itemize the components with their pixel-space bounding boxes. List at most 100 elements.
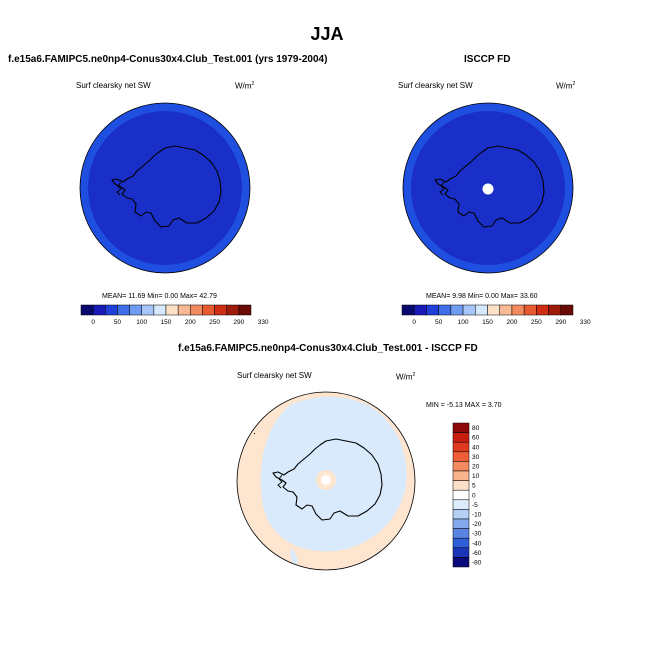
left-colorbar-swatch: [177, 304, 191, 316]
diff-colorbar-swatch: [452, 480, 470, 491]
diff-colorbar-tick-label: -60: [472, 550, 482, 557]
left-colorbar-swatch: [202, 304, 215, 316]
left-map-inner-field: [88, 111, 242, 265]
diff-colorbar-swatch: [452, 537, 470, 549]
diff-colorbar-swatch: [452, 451, 470, 462]
right-colorbar-swatch: [475, 304, 488, 316]
diff-colorbar-tick-label: 5: [472, 483, 476, 490]
left-colorbar-swatch: [214, 304, 227, 316]
left-colorbar-swatch: [153, 304, 167, 316]
diff-field-label: Surf clearsky net SW: [237, 371, 312, 380]
diff-colorbar-swatch: [452, 441, 470, 453]
right-colorbar-swatch: [536, 304, 549, 316]
main-title: JJA: [310, 24, 344, 44]
right-map: [403, 103, 573, 273]
right-colorbar-swatch: [523, 304, 537, 316]
diff-panel-title: f.e15a6.FAMIPC5.ne0np4-Conus30x4.Club_Te…: [178, 343, 478, 354]
right-colorbar-tick-label: 290: [555, 319, 566, 326]
right-colorbar-swatch: [511, 304, 525, 316]
right-stats: MEAN= 9.98 Min= 0.00 Max= 33.60: [426, 293, 538, 300]
diff-map: [237, 392, 415, 570]
right-units: W/m2: [556, 81, 576, 91]
right-colorbar-swatch: [413, 304, 427, 316]
left-stats: MEAN= 11.69 Min= 0.00 Max= 42.79: [102, 293, 217, 300]
diff-colorbar-swatch: [452, 499, 470, 510]
right-colorbar-tick-label: 100: [458, 319, 469, 326]
left-colorbar-swatch: [226, 304, 240, 316]
diff-colorbar-swatch: [452, 547, 470, 558]
diff-colorbar-tick-label: -30: [472, 531, 482, 538]
left-colorbar-tick-label: 0: [91, 319, 95, 326]
left-colorbar-tick-label: 50: [114, 319, 122, 326]
diff-colorbar-swatch: [452, 528, 470, 539]
diff-map-pole-missing: [321, 475, 331, 485]
left-map-border: [79, 102, 251, 274]
left-colorbar-tick-label: 200: [185, 319, 196, 326]
right-colorbar-swatch: [560, 304, 574, 316]
left-colorbar-tick-label: 290: [233, 319, 244, 326]
left-map: [80, 103, 250, 273]
diff-stats: MIN = -5.13 MAX = 3.70: [426, 402, 502, 409]
diff-colorbar: 80 60 40 30 20 10 5 0 -5 -10 -20 -30 -40 -60 -80: [452, 422, 482, 568]
diff-colorbar-swatch: [452, 470, 470, 481]
right-colorbar-swatch: [401, 304, 415, 316]
right-map-border: [402, 102, 574, 274]
left-colorbar-swatch: [129, 304, 142, 316]
right-colorbar-tick-label: 330: [580, 319, 591, 326]
right-colorbar-tick-label: 50: [435, 319, 443, 326]
left-colorbar-swatch: [92, 304, 106, 316]
diff-colorbar-tick-label: 10: [472, 473, 480, 480]
right-panel-title: ISCCP FD: [464, 54, 511, 65]
left-colorbar-swatch: [80, 304, 94, 316]
left-colorbar-swatch: [105, 304, 118, 316]
diff-colorbar-swatch: [452, 422, 470, 433]
diff-colorbar-tick-label: -10: [472, 512, 482, 519]
diff-colorbar-swatch: [452, 432, 470, 443]
diff-colorbar-tick-label: -40: [472, 540, 482, 547]
right-colorbar-tick-label: 250: [531, 319, 542, 326]
diff-colorbar-swatch: [452, 489, 470, 501]
right-colorbar-swatch: [462, 304, 476, 316]
left-field-label: Surf clearsky net SW: [76, 81, 151, 90]
right-field-label: Surf clearsky net SW: [398, 81, 473, 90]
right-colorbar-swatch: [487, 304, 500, 316]
diff-colorbar-tick-label: 60: [472, 435, 480, 442]
left-colorbar-swatch: [190, 304, 203, 316]
diff-colorbar-swatch: [452, 557, 470, 568]
left-colorbar-tick-label: 150: [161, 319, 172, 326]
left-colorbar-tick-label: 100: [136, 319, 147, 326]
diff-colorbar-tick-label: 20: [472, 464, 480, 471]
right-colorbar-swatch: [438, 304, 452, 316]
diff-colorbar-tick-label: 80: [472, 425, 480, 432]
left-colorbar-tick-label: 330: [258, 319, 269, 326]
diff-map-border: [236, 391, 416, 571]
left-colorbar-tick-label: 250: [209, 319, 220, 326]
diff-colorbar-swatch: [452, 518, 470, 529]
diff-colorbar-swatch: [452, 461, 470, 472]
left-units: W/m2: [235, 81, 255, 91]
diff-units: W/m2: [396, 372, 416, 382]
diff-colorbar-tick-label: 40: [472, 444, 480, 451]
right-map-pole-missing: [482, 183, 494, 195]
diff-colorbar-tick-label: -5: [472, 502, 478, 509]
right-colorbar-tick-label: 150: [482, 319, 493, 326]
left-colorbar-swatch: [165, 304, 179, 316]
right-colorbar-tick-label: 0: [412, 319, 416, 326]
right-colorbar-swatch: [548, 304, 562, 316]
left-colorbar-swatch: [117, 304, 130, 316]
right-colorbar-swatch: [499, 304, 513, 316]
diff-colorbar-tick-label: 30: [472, 454, 480, 461]
left-colorbar-swatch: [238, 304, 252, 316]
right-colorbar-swatch: [426, 304, 439, 316]
diff-colorbar-tick-label: -20: [472, 521, 482, 528]
right-colorbar-tick-label: 200: [506, 319, 517, 326]
diff-colorbar-swatch: [452, 509, 470, 520]
diff-colorbar-tick-label: -80: [472, 560, 482, 567]
right-colorbar-swatch: [450, 304, 464, 316]
diff-colorbar-tick-label: 0: [472, 492, 476, 499]
right-colorbar: 0 50 100 150 200 250 290 330: [401, 304, 591, 326]
left-panel-title: f.e15a6.FAMIPC5.ne0np4-Conus30x4.Club_Te…: [8, 54, 328, 65]
left-colorbar-swatch: [141, 304, 155, 316]
left-colorbar: 0 50 100 150 200 250 290 330: [80, 304, 269, 326]
